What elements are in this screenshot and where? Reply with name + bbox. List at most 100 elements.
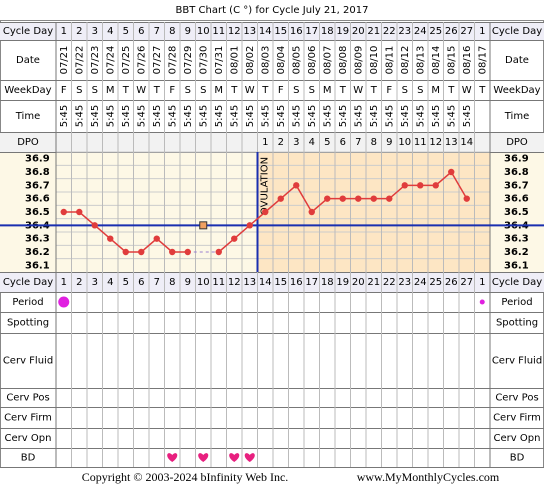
weekday: W xyxy=(136,85,146,96)
cycle-day: 22 xyxy=(383,277,396,288)
dpo: 14 xyxy=(460,137,473,148)
cycle-day: 3 xyxy=(92,277,98,288)
cycle-day: 27 xyxy=(460,277,473,288)
weekday: F xyxy=(61,85,67,96)
temp-point xyxy=(76,208,83,216)
weekday: F xyxy=(278,85,284,96)
weekday: T xyxy=(370,85,378,96)
temp-point xyxy=(215,248,222,256)
row-label: Spotting xyxy=(7,318,49,329)
temp-point xyxy=(370,195,377,202)
y-tick-label: 36.2 xyxy=(25,247,50,258)
weekday: M xyxy=(106,85,115,96)
row-label: Period xyxy=(12,297,43,308)
weekday: M xyxy=(214,85,223,96)
temp-point xyxy=(339,195,346,202)
row-label: Cycle Day xyxy=(492,26,542,37)
cycle-day: 21 xyxy=(367,26,380,37)
cycle-day: 17 xyxy=(305,26,318,37)
date: 08/01 xyxy=(229,46,240,75)
excluded-temp xyxy=(199,221,208,230)
weekday: S xyxy=(185,85,191,96)
date: 08/15 xyxy=(446,46,457,75)
temp-point xyxy=(153,235,160,242)
date: 08/16 xyxy=(462,46,473,75)
dpo: 9 xyxy=(386,137,392,148)
cycle-day: 3 xyxy=(92,26,98,37)
cycle-day: 20 xyxy=(352,277,365,288)
row-label: Cerv Firm xyxy=(493,413,541,424)
time: 5:45 xyxy=(291,105,302,127)
date: 08/13 xyxy=(415,46,426,75)
y-tick-label: 36.8 xyxy=(25,167,50,178)
cycle-day: 23 xyxy=(398,26,411,37)
cycle-day: 9 xyxy=(185,277,191,288)
period-dot xyxy=(58,296,70,308)
dpo: 12 xyxy=(429,137,442,148)
cycle-day: 11 xyxy=(212,277,225,288)
temp-point xyxy=(60,208,67,216)
cycle-day: 13 xyxy=(243,26,256,37)
post-ovulation-bg xyxy=(257,152,490,272)
dpo: 7 xyxy=(355,137,361,148)
row-label: Cerv Fluid xyxy=(3,356,53,367)
cycle-day: 18 xyxy=(321,277,334,288)
time: 5:45 xyxy=(74,105,85,127)
weekday: T xyxy=(478,85,486,96)
temp-point xyxy=(432,182,439,189)
cycle-day: 6 xyxy=(138,26,144,37)
copyright: Copyright © 2003-2024 bInfinity Web Inc. xyxy=(82,470,289,484)
temp-point xyxy=(417,182,424,189)
chart-title: BBT Chart (C °) for Cycle July 21, 2017 xyxy=(176,5,369,16)
time: 5:45 xyxy=(431,105,442,127)
time: 5:45 xyxy=(415,105,426,127)
cycle-day: 23 xyxy=(398,277,411,288)
y-tick-label: 36.6 xyxy=(504,194,529,205)
cycle-day: 15 xyxy=(274,277,287,288)
temp-point xyxy=(324,195,331,202)
period-dot xyxy=(479,299,485,305)
temp-label-bg xyxy=(490,152,544,272)
date: 08/09 xyxy=(353,46,364,75)
temp-point xyxy=(122,248,129,256)
pre-ovulation-bg xyxy=(56,152,258,272)
cycle-day: 21 xyxy=(367,277,380,288)
cycle-day: 1 xyxy=(61,277,67,288)
row-label: DPO xyxy=(17,137,39,148)
y-tick-label: 36.6 xyxy=(25,194,50,205)
time: 5:45 xyxy=(214,105,225,127)
time: 5:45 xyxy=(105,105,116,127)
date: 07/30 xyxy=(198,46,209,75)
y-tick-label: 36.2 xyxy=(504,247,529,258)
cycle-day: 25 xyxy=(429,26,442,37)
weekday: M xyxy=(431,85,440,96)
weekday: T xyxy=(339,85,347,96)
cycle-day: 6 xyxy=(138,277,144,288)
temp-point xyxy=(262,208,269,216)
date: 08/03 xyxy=(260,46,271,75)
weekday: W xyxy=(245,85,255,96)
cycle-day: 19 xyxy=(336,26,349,37)
temp-point xyxy=(231,235,238,242)
weekday: F xyxy=(386,85,392,96)
dpo-row-bg xyxy=(0,132,544,152)
weekday: S xyxy=(76,85,82,96)
cycle-day: 26 xyxy=(445,277,458,288)
cycle-day: 16 xyxy=(290,277,303,288)
cycle-day: 12 xyxy=(228,26,241,37)
cycle-day: 1 xyxy=(479,277,485,288)
cycle-day: 19 xyxy=(336,277,349,288)
date: 08/12 xyxy=(400,46,411,75)
weekday: F xyxy=(169,85,175,96)
y-tick-label: 36.3 xyxy=(504,234,529,245)
date: 07/25 xyxy=(121,46,132,75)
time: 5:45 xyxy=(276,105,287,127)
dpo: 10 xyxy=(398,137,411,148)
cycle-row-bg xyxy=(0,22,544,40)
cycle-day: 24 xyxy=(414,26,427,37)
time: 5:45 xyxy=(353,105,364,127)
date: 08/02 xyxy=(245,46,256,75)
temp-point xyxy=(463,195,470,202)
date: 07/29 xyxy=(183,46,194,75)
dpo: 13 xyxy=(445,137,458,148)
